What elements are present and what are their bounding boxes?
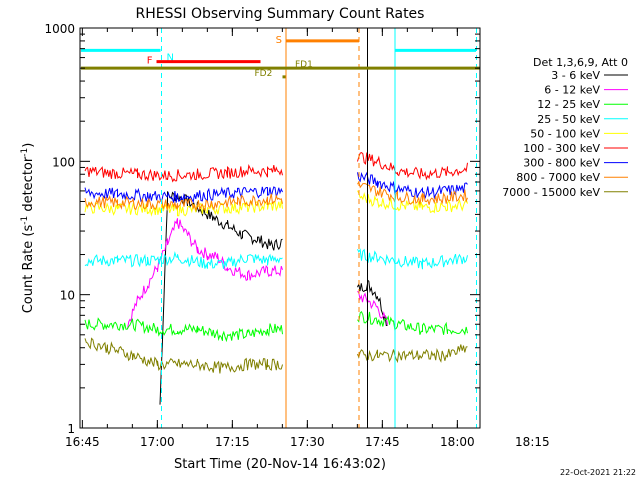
chart-title: RHESSI Observing Summary Count Rates (136, 6, 425, 22)
flag-label-1: F (147, 56, 153, 67)
annotation-0: FD1 (295, 60, 313, 70)
x-tick-label-3: 17:30 (290, 435, 325, 449)
series-line-3 (84, 248, 468, 270)
flag-label-0: N (167, 52, 174, 63)
x-tick-label-0: 16:45 (65, 435, 100, 449)
legend-label-8: 7000 - 15000 keV (502, 186, 600, 199)
plot-frame (79, 27, 481, 429)
legend-label-7: 800 - 7000 keV (516, 171, 600, 184)
series-line-1 (127, 218, 388, 329)
legend-label-4: 50 - 100 keV (530, 127, 600, 140)
legend-label-5: 100 - 300 keV (523, 142, 600, 155)
series-line-2 (84, 310, 468, 343)
series-line-5 (84, 152, 468, 183)
vline-layer (161, 28, 477, 428)
series-layer (84, 152, 468, 405)
y-axis-label-end: ) (21, 143, 36, 148)
flag-layer: N F S FD1 FD2 (81, 35, 480, 79)
x-axis-label: Start Time (20-Nov-14 16:43:02) (174, 457, 386, 472)
x-tick-label-1: 17:00 (140, 435, 175, 449)
series-line-0 (159, 191, 388, 405)
y-tick-label-2: 100 (52, 155, 75, 169)
y-tick-label-0: 1 (67, 422, 75, 436)
axes-layer: 16:45 17:00 17:15 17:30 17:45 18:00 18:15 1 10 10… (44, 22, 549, 449)
flag-label-2: S (276, 35, 282, 46)
x-tick-label-4: 17:45 (365, 435, 400, 449)
y-axis-label-main: Count Rate (s (21, 225, 36, 314)
legend-label-6: 300 - 800 keV (523, 157, 600, 170)
y-axis-label-sup2: -1 (20, 148, 30, 157)
y-tick-label-1: 10 (60, 289, 75, 303)
legend-label-1: 6 - 12 keV (544, 84, 600, 97)
y-axis-label: Count Rate (s-1 detector-1) (20, 143, 36, 314)
series-line-6 (84, 171, 468, 204)
legend-label-0: 3 - 6 keV (551, 69, 600, 82)
x-tick-label-2: 17:15 (215, 435, 250, 449)
series-line-7 (84, 180, 468, 211)
y-axis-label-mid: detector (21, 156, 36, 216)
legend-label-2: 12 - 25 keV (537, 98, 600, 111)
y-axis-label-sup1: -1 (20, 216, 30, 225)
annotation-1: FD2 (255, 69, 273, 79)
x-tick-label-6: 18:15 (515, 435, 550, 449)
y-tick-label-3: 1000 (44, 22, 75, 36)
fd-marker (282, 75, 286, 79)
footer-date: 22-Oct-2021 21:22 (560, 468, 636, 477)
legend-label-3: 25 - 50 keV (537, 113, 600, 126)
x-tick-label-5: 18:00 (440, 435, 475, 449)
legend-title: Det 1,3,6,9, Att 0 (533, 56, 628, 69)
series-line-8 (84, 337, 468, 374)
